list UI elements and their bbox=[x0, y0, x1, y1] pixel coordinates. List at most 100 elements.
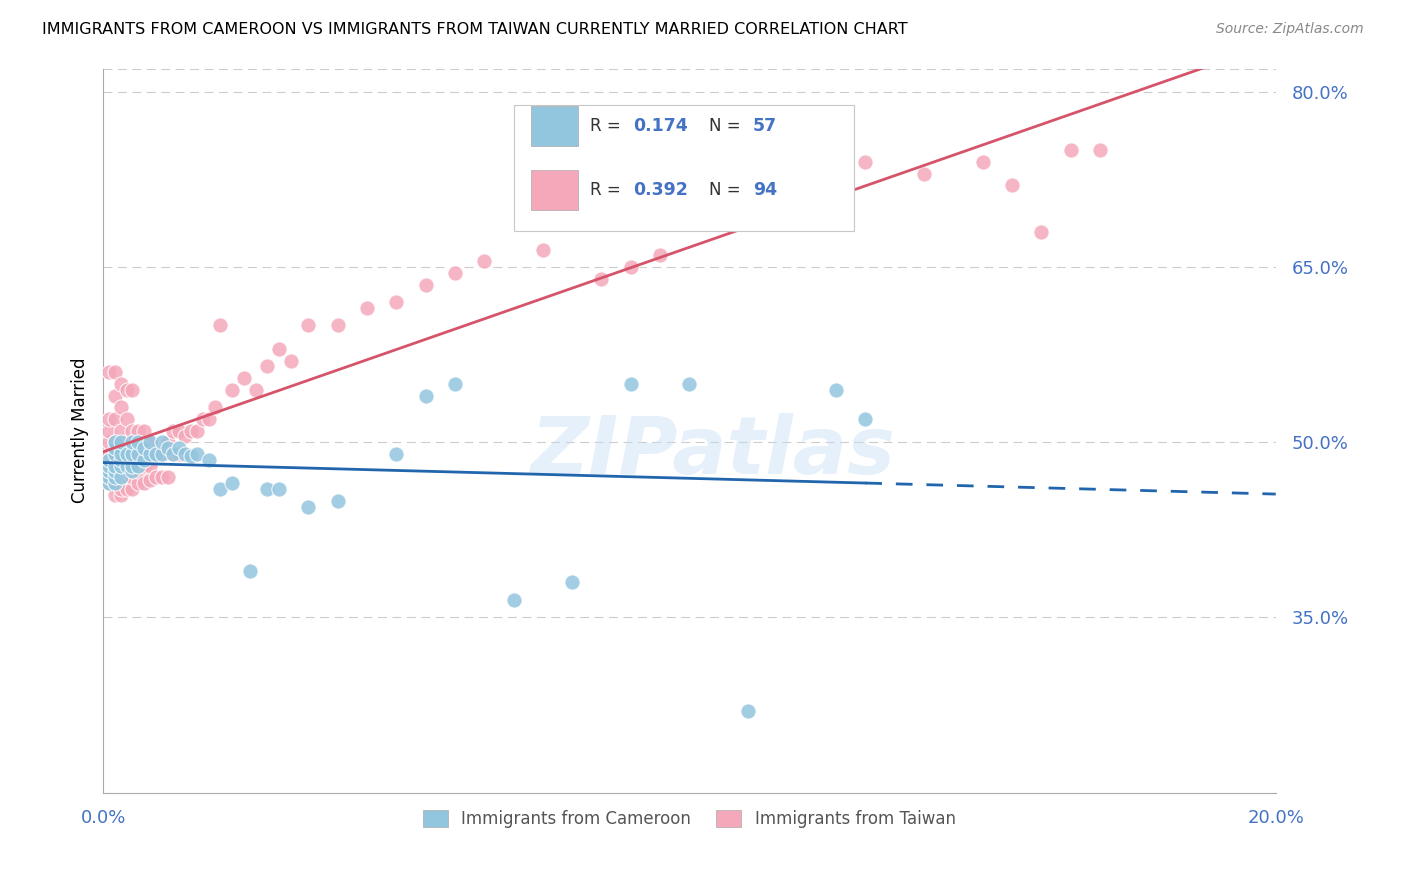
Point bbox=[853, 412, 876, 426]
Point bbox=[104, 476, 127, 491]
Point bbox=[104, 447, 127, 461]
Text: 94: 94 bbox=[752, 181, 778, 199]
Point bbox=[326, 493, 349, 508]
Point bbox=[156, 470, 179, 484]
Point bbox=[110, 488, 132, 502]
Point bbox=[98, 476, 121, 491]
Point bbox=[98, 412, 121, 426]
Text: IMMIGRANTS FROM CAMEROON VS IMMIGRANTS FROM TAIWAN CURRENTLY MARRIED CORRELATION: IMMIGRANTS FROM CAMEROON VS IMMIGRANTS F… bbox=[42, 22, 908, 37]
Point bbox=[912, 167, 935, 181]
Point bbox=[472, 254, 495, 268]
Point bbox=[104, 365, 127, 379]
Point bbox=[121, 447, 143, 461]
Point bbox=[127, 447, 149, 461]
Point bbox=[98, 476, 121, 491]
Point bbox=[1001, 178, 1024, 193]
Point bbox=[104, 465, 127, 479]
Point bbox=[121, 465, 143, 479]
Text: R =: R = bbox=[589, 117, 626, 135]
Text: N =: N = bbox=[710, 181, 747, 199]
Point bbox=[186, 447, 208, 461]
Point bbox=[121, 470, 143, 484]
Point bbox=[110, 458, 132, 473]
Point bbox=[115, 447, 138, 461]
Text: N =: N = bbox=[710, 117, 747, 135]
Point bbox=[121, 383, 143, 397]
Point bbox=[531, 243, 554, 257]
Point bbox=[98, 470, 121, 484]
Point bbox=[444, 376, 467, 391]
Point bbox=[134, 458, 156, 473]
Point bbox=[98, 465, 121, 479]
Point bbox=[150, 447, 173, 461]
FancyBboxPatch shape bbox=[513, 104, 853, 231]
Point bbox=[444, 266, 467, 280]
Point bbox=[104, 488, 127, 502]
Point bbox=[115, 383, 138, 397]
Point bbox=[110, 376, 132, 391]
Point bbox=[256, 359, 278, 374]
Point bbox=[104, 441, 127, 455]
Point bbox=[121, 447, 143, 461]
Point bbox=[139, 447, 162, 461]
Point bbox=[115, 458, 138, 473]
Text: 0.174: 0.174 bbox=[633, 117, 688, 135]
Point bbox=[169, 441, 191, 455]
Point bbox=[385, 295, 408, 310]
Point bbox=[620, 376, 643, 391]
Point bbox=[134, 424, 156, 438]
Point bbox=[127, 424, 149, 438]
Legend: Immigrants from Cameroon, Immigrants from Taiwan: Immigrants from Cameroon, Immigrants fro… bbox=[416, 804, 962, 835]
Point bbox=[162, 447, 184, 461]
Point bbox=[98, 458, 121, 473]
Point bbox=[853, 155, 876, 169]
Point bbox=[127, 458, 149, 473]
Text: R =: R = bbox=[589, 181, 626, 199]
Point bbox=[191, 412, 214, 426]
Point bbox=[169, 424, 191, 438]
Point bbox=[110, 482, 132, 496]
Point bbox=[197, 412, 219, 426]
Point bbox=[121, 458, 143, 473]
Point bbox=[98, 452, 121, 467]
Point bbox=[98, 458, 121, 473]
Point bbox=[104, 435, 127, 450]
Point bbox=[127, 447, 149, 461]
Point bbox=[209, 482, 232, 496]
Point bbox=[245, 383, 267, 397]
Point bbox=[737, 184, 759, 198]
Point bbox=[127, 476, 149, 491]
Point bbox=[110, 458, 132, 473]
Point bbox=[297, 318, 319, 333]
Point bbox=[110, 435, 132, 450]
Point bbox=[110, 424, 132, 438]
Text: 0.392: 0.392 bbox=[633, 181, 688, 199]
Point bbox=[104, 458, 127, 473]
Point bbox=[104, 458, 127, 473]
Point bbox=[221, 476, 243, 491]
Point bbox=[150, 470, 173, 484]
Point bbox=[134, 441, 156, 455]
Point bbox=[156, 435, 179, 450]
Point bbox=[121, 424, 143, 438]
Point bbox=[156, 441, 179, 455]
Point bbox=[104, 435, 127, 450]
Point bbox=[115, 452, 138, 467]
Point bbox=[197, 452, 219, 467]
Point bbox=[1059, 143, 1081, 157]
Point bbox=[825, 383, 848, 397]
Point bbox=[110, 447, 132, 461]
Point bbox=[98, 435, 121, 450]
Point bbox=[648, 248, 671, 262]
Point bbox=[110, 470, 132, 484]
Point bbox=[280, 353, 302, 368]
Point bbox=[121, 482, 143, 496]
Point bbox=[127, 435, 149, 450]
Point bbox=[110, 452, 132, 467]
Point bbox=[162, 424, 184, 438]
Point bbox=[115, 412, 138, 426]
Point bbox=[121, 435, 143, 450]
Point bbox=[591, 272, 613, 286]
Point bbox=[134, 441, 156, 455]
Text: Source: ZipAtlas.com: Source: ZipAtlas.com bbox=[1216, 22, 1364, 37]
